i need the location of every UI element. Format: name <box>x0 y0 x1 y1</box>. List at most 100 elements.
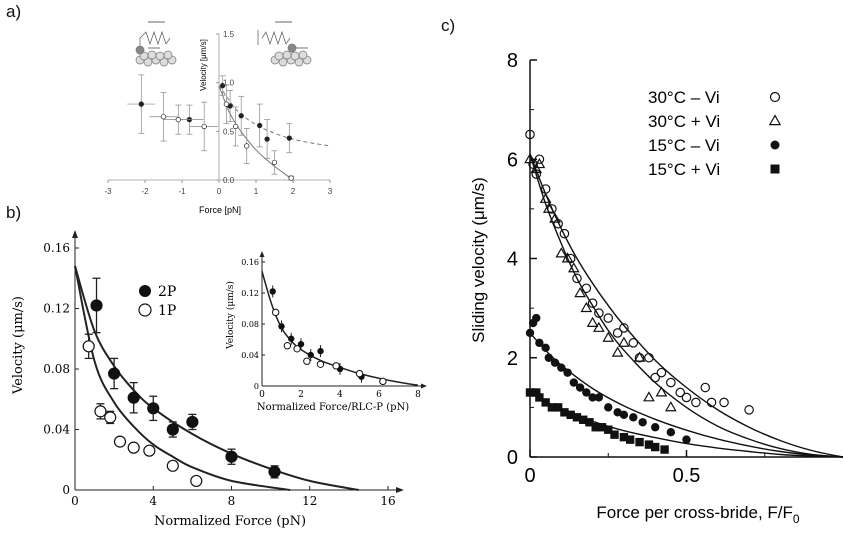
c-data-point <box>557 363 566 372</box>
c-data-point <box>547 403 557 412</box>
c-data-point <box>588 393 597 402</box>
inset-x-tick-label: 4 <box>337 390 343 400</box>
c-data-point <box>619 432 629 442</box>
c-data-point <box>603 313 614 323</box>
b-data-point <box>186 415 199 429</box>
c-data-point <box>533 157 546 169</box>
inset-xlabel: Normalized Force/RLC-P (pN) <box>257 402 409 413</box>
c-data-point <box>656 367 667 378</box>
c-data-point <box>651 423 660 432</box>
c-data-point <box>591 423 600 432</box>
c-data-point <box>525 388 535 397</box>
c-data-point <box>619 323 629 333</box>
a-x-tick-label: -1 <box>178 187 186 196</box>
inset-data-point-open <box>355 369 364 378</box>
c-data-point <box>561 252 574 263</box>
c-data-point <box>579 415 588 424</box>
b-x-arrow <box>396 487 404 493</box>
panel-label-c: c) <box>441 16 456 35</box>
inset-x-arrow <box>421 383 427 389</box>
c-data-point <box>566 410 575 420</box>
b-legend-1p: 1P <box>158 303 176 319</box>
a-data-point <box>223 101 230 107</box>
c-data-point <box>682 435 691 444</box>
c-data-point <box>534 154 545 165</box>
c-y-tick-label: 2 <box>507 348 518 370</box>
c-data-point <box>644 352 654 363</box>
c-data-point <box>635 437 644 447</box>
c-data-point <box>539 192 552 203</box>
b-data-point <box>94 405 107 418</box>
c-xlabel-sub: 0 <box>793 512 800 526</box>
a-data-point <box>271 159 278 166</box>
c-data-point <box>700 382 711 393</box>
c-data-point <box>524 153 536 164</box>
c-y-tick-label: 4 <box>507 249 518 271</box>
c-data-point <box>666 377 676 388</box>
b-data-point <box>90 299 103 312</box>
motor-schematic-left <box>135 21 177 67</box>
c-data-point <box>650 372 660 383</box>
c-data-point <box>587 298 598 308</box>
b-y-tick-label: 0.12 <box>43 302 70 316</box>
inset-data-point-filled <box>278 323 285 330</box>
c-data-point <box>610 430 619 439</box>
c-data-point <box>681 392 692 403</box>
b-data-point <box>104 411 117 424</box>
b-x-tick-label: 4 <box>149 494 157 508</box>
a-data-point <box>160 114 167 120</box>
c-fit-curve <box>529 154 844 458</box>
a-xlabel: Force [pN] <box>199 205 241 215</box>
b-legend-2p-marker <box>139 285 151 297</box>
c-fit-curve <box>529 154 844 458</box>
b-data-point <box>127 391 140 404</box>
c-data-point <box>618 336 630 347</box>
b-data-point <box>268 465 281 478</box>
a-y-tick-label: 1.5 <box>223 30 235 39</box>
c-legend-label: 30°C + Vi <box>648 112 720 131</box>
b-data-point <box>143 444 156 457</box>
c-data-point <box>586 316 599 327</box>
a-x-tick-label: 0 <box>217 187 222 196</box>
a-fit-curve <box>218 85 331 147</box>
panel-label-b: b) <box>6 203 22 222</box>
c-data-point <box>651 442 660 452</box>
c-legend-marker <box>770 140 780 150</box>
c-data-point <box>628 338 639 348</box>
c-data-point <box>602 331 615 342</box>
a-data-point <box>288 175 294 181</box>
c-legend-label: 15°C + Vi <box>648 160 720 179</box>
c-xlabel-main: Force per cross-bride, F/F <box>596 503 793 522</box>
b-data-point <box>113 435 127 448</box>
a-data-point <box>232 123 239 130</box>
b-y-arrow <box>72 230 78 238</box>
c-data-point <box>525 328 535 338</box>
c-data-point <box>629 413 638 422</box>
b-y-tick-label: 0 <box>62 483 70 497</box>
c-data-point <box>532 388 541 397</box>
c-data-point <box>550 358 560 367</box>
a-data-point <box>238 113 244 119</box>
c-data-point <box>574 286 586 298</box>
c-data-point <box>666 427 676 437</box>
inset-data-point-filled <box>297 340 305 348</box>
a-data-point <box>286 135 292 141</box>
b-ylabel: Velocity (μm/s) <box>11 296 26 395</box>
c-data-point <box>575 383 585 392</box>
c-data-point <box>612 328 623 338</box>
b-y-tick-label: 0.04 <box>43 423 70 437</box>
c-data-point <box>664 401 677 412</box>
c-data-point <box>581 283 592 294</box>
c-data-point <box>706 397 717 408</box>
c-data-point <box>553 403 563 412</box>
c-data-point <box>530 162 543 174</box>
inset-y-tick-label: 0.12 <box>241 289 259 298</box>
c-data-point <box>572 413 582 422</box>
c-y-tick-label: 8 <box>507 50 518 72</box>
b-data-point <box>166 459 179 472</box>
inset-y-tick-label: 0.04 <box>241 351 259 360</box>
c-data-point <box>597 423 607 432</box>
a-y-tick-label: 0.5 <box>223 127 235 136</box>
